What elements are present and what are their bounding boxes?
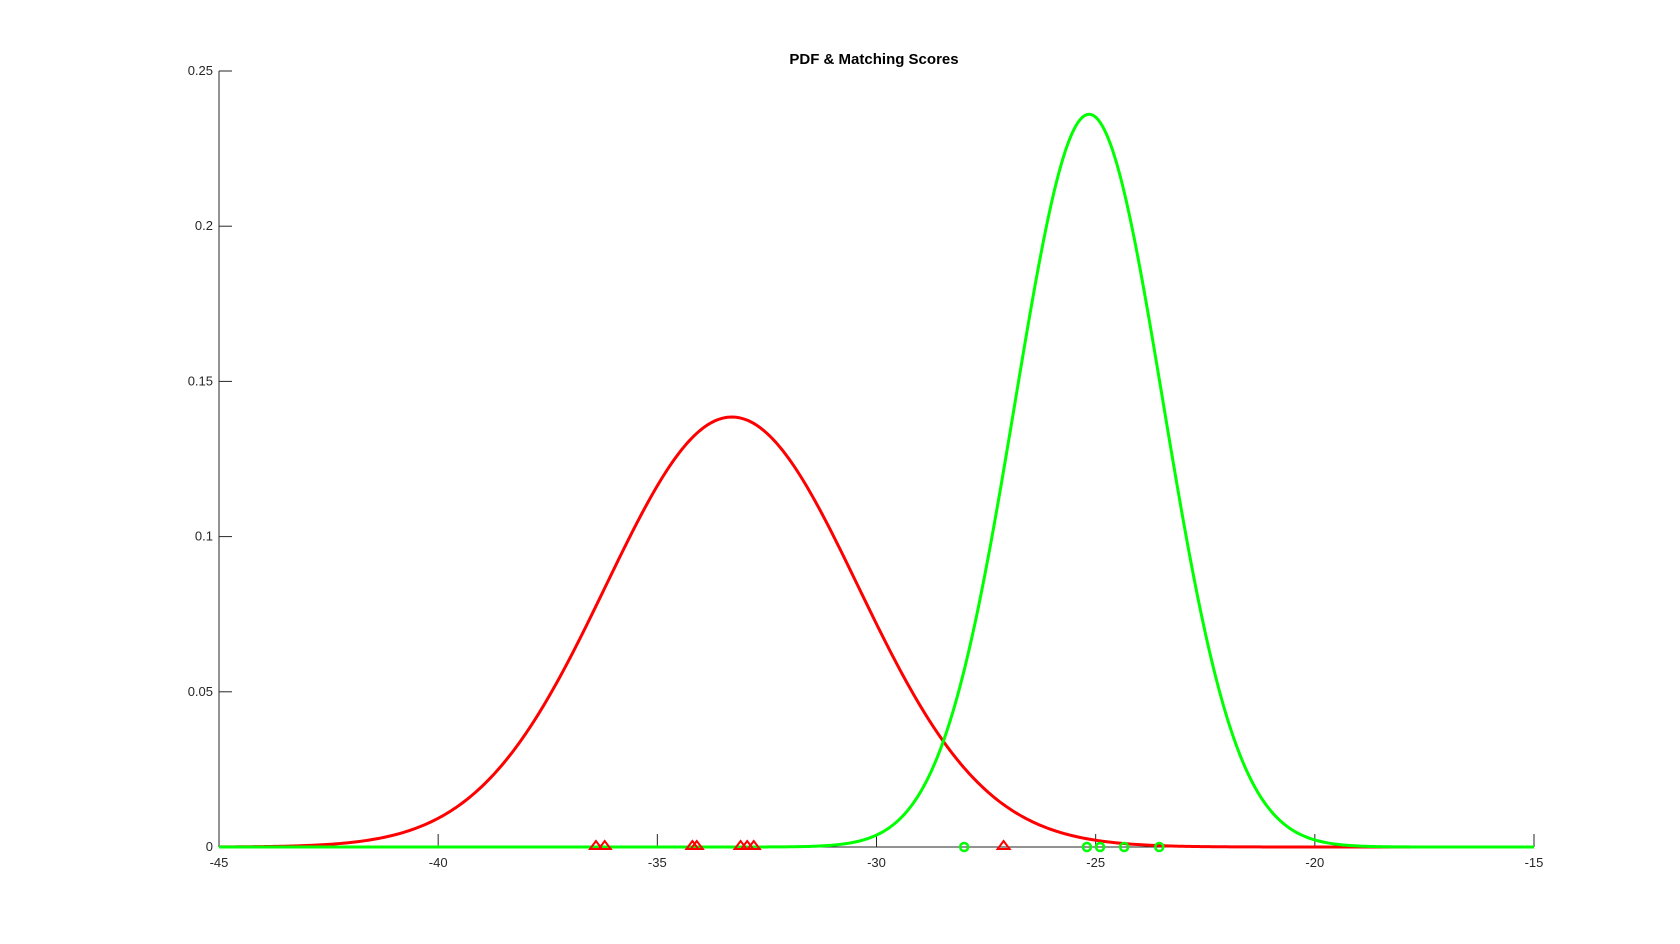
y-tick-label: 0.2	[195, 218, 213, 233]
pdf-curves	[218, 112, 1534, 849]
x-tick-label: -20	[1305, 855, 1324, 870]
green-score-marker	[1153, 841, 1165, 853]
green-score-marker	[1081, 841, 1093, 853]
x-tick-label: -30	[867, 855, 886, 870]
red-score-marker	[995, 839, 1012, 850]
red-score-marker	[587, 839, 604, 850]
x-tick-label: -45	[210, 855, 229, 870]
y-tick-label: 0.1	[195, 529, 213, 544]
y-tick-label: 0	[206, 839, 213, 854]
y-tick-label: 0.25	[188, 63, 213, 78]
tick-group: -45 -40 -35 -30 -25 -20 -15 0 0.05 0.1 0.15 0.2 0.25	[188, 63, 1544, 870]
y-tick-label: 0.15	[188, 373, 213, 388]
chart-title: PDF & Matching Scores	[789, 51, 958, 68]
x-tick-label: -15	[1525, 855, 1544, 870]
score-markers	[587, 839, 1165, 853]
red-score-marker	[688, 839, 705, 850]
x-tick-label: -35	[648, 855, 667, 870]
red-pdf-curve	[218, 415, 1534, 849]
green-score-marker	[958, 841, 970, 853]
axes	[218, 71, 1534, 848]
x-tick-label: -40	[429, 855, 448, 870]
green-pdf-curve	[219, 112, 1534, 849]
red-score-marker	[745, 839, 762, 850]
green-score-marker	[1094, 841, 1106, 853]
y-tick-label: 0.05	[188, 684, 213, 699]
green-score-marker	[1118, 841, 1130, 853]
x-tick-label: -25	[1086, 855, 1105, 870]
red-score-marker	[596, 839, 613, 850]
